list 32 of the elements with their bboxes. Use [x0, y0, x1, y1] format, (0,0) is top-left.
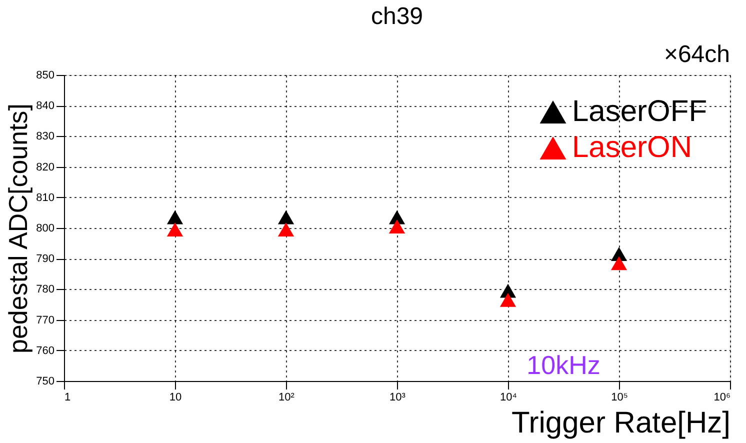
y-tick-label: 840: [36, 100, 54, 112]
point: [166, 210, 184, 224]
x-tick-label: 10²: [278, 392, 295, 404]
legend-label: LaserOFF: [572, 95, 708, 128]
point: [388, 219, 406, 234]
text: ×64ch: [664, 41, 730, 68]
annotation: 10kHz: [526, 350, 600, 380]
x-tick-label: 10: [169, 392, 182, 404]
y-tick-label: 810: [36, 192, 54, 204]
y-tick-label: 790: [36, 253, 54, 266]
x-tick-label: 10⁵: [611, 392, 628, 404]
point: [278, 222, 294, 237]
chart-title: ch39: [370, 3, 424, 30]
x-axis-title: Trigger Rate[Hz]: [512, 406, 730, 440]
point: [166, 222, 184, 237]
x-tick-label: 10⁶: [714, 392, 730, 404]
y-tick-label: 770: [36, 314, 54, 326]
y-tick-label: 760: [36, 344, 54, 357]
legend-label: LaserON: [572, 131, 692, 164]
point: [610, 256, 628, 270]
x-tick-label: 1: [64, 392, 71, 404]
x-tick-label: 10⁴: [500, 392, 518, 404]
y-tick-label: 850: [36, 70, 54, 82]
y-tick-label: 820: [36, 161, 54, 174]
y-tick-label: 750: [36, 376, 54, 388]
point: [500, 292, 516, 307]
y-tick-label: 830: [36, 130, 54, 143]
y-axis-title: pedestal ADC[counts]: [3, 103, 34, 354]
y-tick-label: 800: [36, 222, 54, 234]
x-tick-label: 10³: [390, 392, 406, 404]
point: [278, 210, 294, 224]
y-tick-label: 780: [36, 284, 54, 296]
